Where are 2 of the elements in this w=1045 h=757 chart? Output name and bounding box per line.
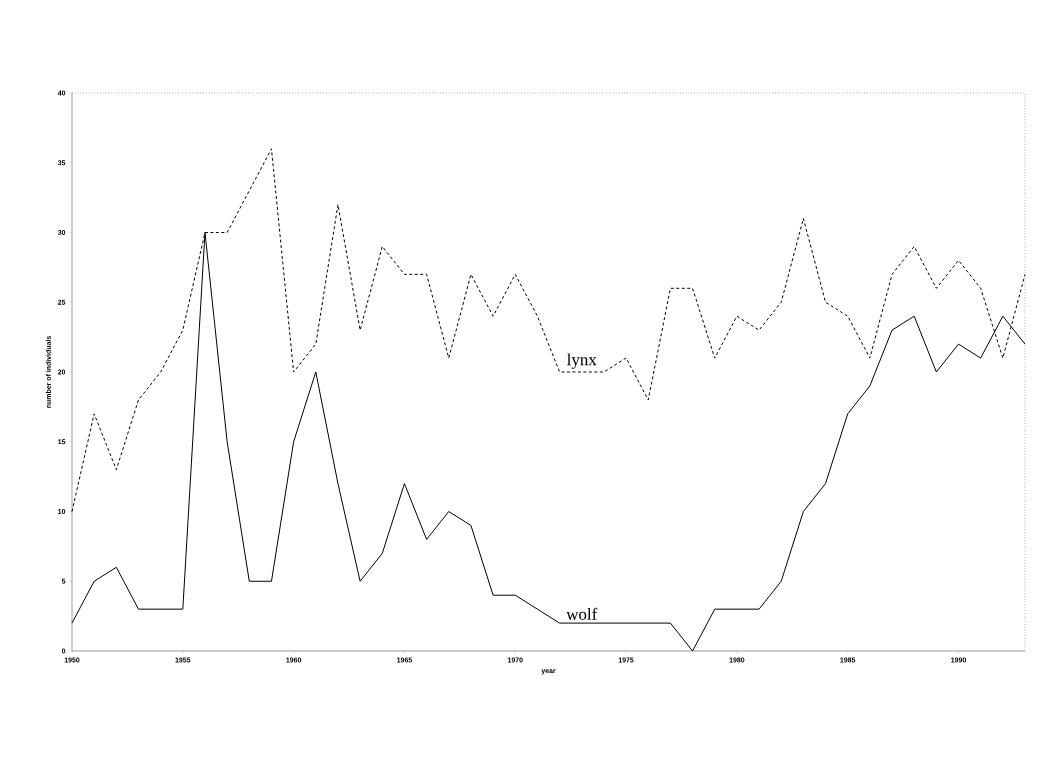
- series-label: lynx: [567, 353, 597, 369]
- series-label: wolf: [566, 607, 598, 620]
